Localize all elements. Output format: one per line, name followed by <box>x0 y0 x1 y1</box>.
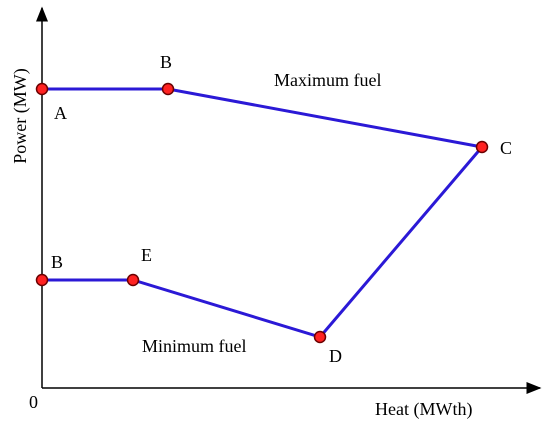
maximum-fuel-label: Maximum fuel <box>274 70 381 90</box>
y-axis-label: Power (MW) <box>10 68 31 163</box>
maximum-fuel-boundary <box>42 87 483 149</box>
label-point-e: E <box>141 245 152 265</box>
point-d <box>313 330 327 344</box>
label-point-c: C <box>500 138 512 158</box>
point-a <box>35 82 49 96</box>
label-point-a: A <box>54 103 67 123</box>
minimum-fuel-label: Minimum fuel <box>142 336 247 356</box>
point-b-top <box>161 82 175 96</box>
origin-label: 0 <box>29 392 38 412</box>
label-point-d: D <box>329 346 342 366</box>
minimum-fuel-boundary <box>42 146 484 339</box>
label-point-b-top: B <box>160 52 172 72</box>
point-b-bottom <box>35 273 49 287</box>
point-e <box>126 273 140 287</box>
point-c <box>475 140 489 154</box>
label-point-b-bottom: B <box>51 252 63 272</box>
x-axis-label: Heat (MWth) <box>375 399 472 420</box>
